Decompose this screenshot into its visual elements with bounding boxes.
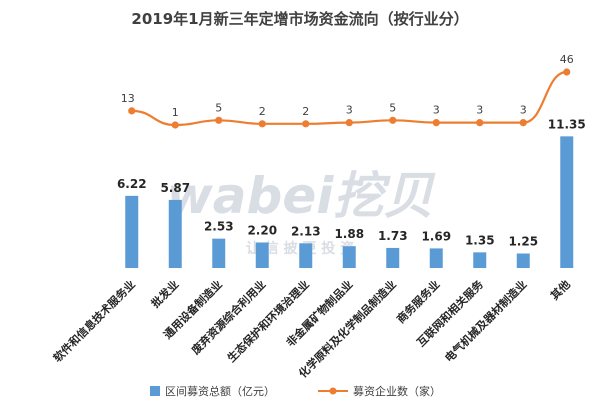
category-label: 软件和信息技术服务业 xyxy=(50,277,138,365)
bar-value-label: 5.87 xyxy=(160,181,190,195)
line-point xyxy=(302,120,310,128)
line-value-label: 3 xyxy=(346,104,353,117)
line-point xyxy=(345,119,353,127)
line-point xyxy=(215,116,223,124)
line-value-label: 13 xyxy=(121,92,135,105)
line-value-label: 2 xyxy=(302,105,309,118)
line-point xyxy=(432,119,440,127)
watermark: wabei挖贝 xyxy=(167,167,437,225)
bar-value-label: 1.88 xyxy=(334,227,364,241)
bar-value-label: 1.69 xyxy=(421,229,451,243)
line-point xyxy=(563,68,571,76)
bar xyxy=(560,136,574,268)
bar xyxy=(125,195,139,268)
line-value-label: 3 xyxy=(433,104,440,117)
category-label: 批发业 xyxy=(148,277,181,310)
line-value-label: 5 xyxy=(215,101,222,114)
legend-bar-label: 区间募资总额（亿元） xyxy=(165,384,275,398)
bar-value-label: 11.35 xyxy=(548,117,586,131)
category-label: 其他 xyxy=(547,277,572,302)
line-value-label: 2 xyxy=(259,105,266,118)
bar-value-label: 1.35 xyxy=(465,233,495,247)
bar-value-label: 2.20 xyxy=(247,223,277,237)
legend-bar-swatch xyxy=(150,386,160,396)
bar xyxy=(299,243,313,268)
line-point xyxy=(128,107,136,115)
bar-value-label: 1.73 xyxy=(378,229,408,243)
bar xyxy=(429,248,443,268)
legend-line-label: 募资企业数（家） xyxy=(353,384,441,398)
bar xyxy=(473,252,487,268)
bar-value-label: 1.25 xyxy=(508,235,538,249)
line-point xyxy=(519,119,527,127)
category-label: 生态保护和环境治理业 xyxy=(224,277,312,365)
line-value-label: 3 xyxy=(520,104,527,117)
line-point xyxy=(171,121,179,129)
bar xyxy=(342,246,356,268)
bar xyxy=(212,238,226,268)
chart-title: 2019年1月新三年定增市场资金流向（按行业分） xyxy=(131,10,468,28)
line-point xyxy=(389,116,397,124)
line-value-label: 1 xyxy=(172,106,179,119)
bar xyxy=(386,247,400,268)
bar-value-label: 6.22 xyxy=(117,177,147,191)
bar xyxy=(168,199,182,268)
bar xyxy=(516,253,530,268)
bar-value-label: 2.53 xyxy=(204,220,234,234)
line-value-label: 46 xyxy=(560,53,574,66)
legend-line-marker xyxy=(329,387,337,395)
line-value-label: 5 xyxy=(389,101,396,114)
bar-value-label: 2.13 xyxy=(291,224,321,238)
bar xyxy=(255,242,269,268)
line-value-label: 3 xyxy=(476,104,483,117)
category-label: 电气机械及器材制造业 xyxy=(442,277,530,365)
line-point xyxy=(258,120,266,128)
line-series-count xyxy=(131,70,567,127)
category-label: 废弃资源综合利用业 xyxy=(188,277,268,357)
line-point xyxy=(476,119,484,127)
